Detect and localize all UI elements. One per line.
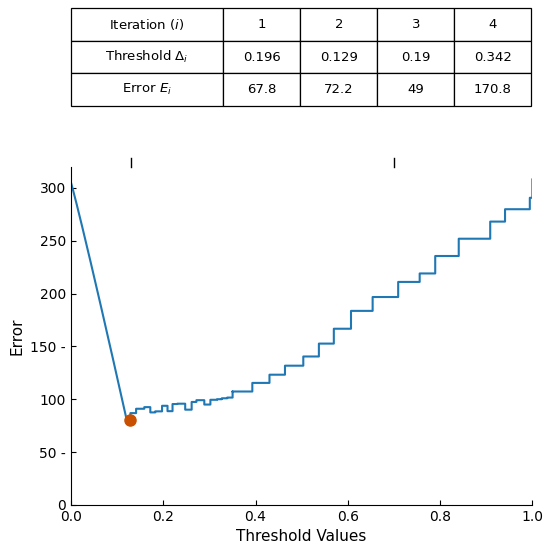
- Bar: [300, 73, 377, 106]
- Bar: [377, 8, 454, 41]
- Text: 2: 2: [335, 18, 343, 31]
- Text: 0.342: 0.342: [474, 51, 512, 64]
- Text: 3: 3: [412, 18, 420, 31]
- Text: Threshold $\Delta_i$: Threshold $\Delta_i$: [105, 49, 189, 65]
- Text: 4: 4: [489, 18, 497, 31]
- Text: Error $E_i$: Error $E_i$: [122, 82, 172, 97]
- Bar: [71, 41, 223, 73]
- Bar: [454, 73, 531, 106]
- Text: 1: 1: [258, 18, 266, 31]
- Text: 0.196: 0.196: [243, 51, 281, 64]
- Bar: [377, 73, 454, 106]
- X-axis label: Threshold Values: Threshold Values: [236, 530, 367, 545]
- Bar: [377, 41, 454, 73]
- Text: 67.8: 67.8: [247, 83, 276, 96]
- Bar: [223, 8, 300, 41]
- Bar: [454, 41, 531, 73]
- Bar: [71, 73, 223, 106]
- Text: Iteration $(i)$: Iteration $(i)$: [110, 17, 185, 32]
- Text: 72.2: 72.2: [324, 83, 354, 96]
- Text: 170.8: 170.8: [474, 83, 512, 96]
- Bar: [454, 8, 531, 41]
- Bar: [300, 8, 377, 41]
- Bar: [223, 41, 300, 73]
- Bar: [300, 41, 377, 73]
- Bar: [223, 73, 300, 106]
- Text: 0.129: 0.129: [320, 51, 358, 64]
- Text: 49: 49: [407, 83, 424, 96]
- Text: 0.19: 0.19: [401, 51, 431, 64]
- Y-axis label: Error: Error: [10, 317, 25, 355]
- Bar: [71, 8, 223, 41]
